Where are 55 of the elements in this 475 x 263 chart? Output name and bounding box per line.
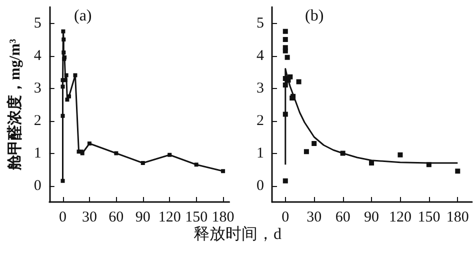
point — [221, 169, 226, 174]
x-tick-label: 30 — [82, 210, 97, 226]
y-tick-label: 2 — [34, 112, 42, 129]
point — [60, 84, 65, 89]
point — [296, 79, 302, 84]
point — [455, 168, 460, 174]
point — [168, 152, 172, 157]
y-tick-label: 1 — [34, 145, 42, 162]
annotation: (b) — [305, 8, 324, 24]
point — [194, 162, 198, 167]
x-axis-title: 释放时间，d — [192, 224, 282, 245]
y-tick-label: 5 — [34, 15, 42, 32]
point — [73, 73, 78, 78]
x-tick-label: 90 — [364, 210, 380, 226]
point — [60, 114, 65, 118]
y-tick-label: 3 — [256, 80, 264, 96]
x-tick-label: 150 — [418, 210, 440, 226]
point — [282, 45, 288, 50]
y-axis-title: 舱甲醛浓度，mg/m³ — [6, 38, 24, 172]
annotation: (a) — [74, 8, 92, 24]
y-tick-label: 0 — [34, 178, 42, 194]
x-tick-label: 180 — [446, 210, 469, 226]
x-tick-label: 60 — [108, 210, 124, 226]
y-tick-label: 5 — [256, 15, 264, 32]
point — [398, 152, 403, 158]
point — [282, 178, 288, 184]
point — [62, 50, 66, 54]
x-tick-label: 120 — [158, 210, 181, 226]
y-tick-label: 4 — [256, 48, 264, 64]
x-tick-label: 120 — [388, 210, 412, 226]
point — [87, 142, 92, 146]
x-tick-label: 150 — [185, 210, 208, 226]
point — [304, 149, 309, 154]
y-tick-label: 3 — [34, 80, 42, 96]
point — [61, 29, 66, 34]
x-tick-label: 30 — [306, 210, 322, 226]
y-tick-label: 1 — [256, 145, 264, 162]
x-tick-label: 180 — [212, 210, 234, 226]
y-tick-label: 4 — [34, 48, 42, 64]
point — [114, 151, 118, 156]
point — [62, 38, 66, 42]
point — [60, 178, 65, 183]
point — [282, 28, 288, 34]
x-tick-label: 0 — [282, 210, 290, 226]
x-tick-label: 90 — [135, 210, 150, 226]
point — [284, 54, 290, 60]
x-tick-label: 0 — [59, 210, 67, 226]
y-tick-label: 0 — [256, 178, 264, 194]
point — [140, 161, 145, 165]
point — [63, 78, 68, 82]
point — [282, 37, 288, 42]
point — [64, 73, 68, 78]
point — [312, 141, 317, 146]
y-tick-label: 2 — [256, 112, 264, 129]
x-tick-label: 60 — [335, 210, 350, 226]
